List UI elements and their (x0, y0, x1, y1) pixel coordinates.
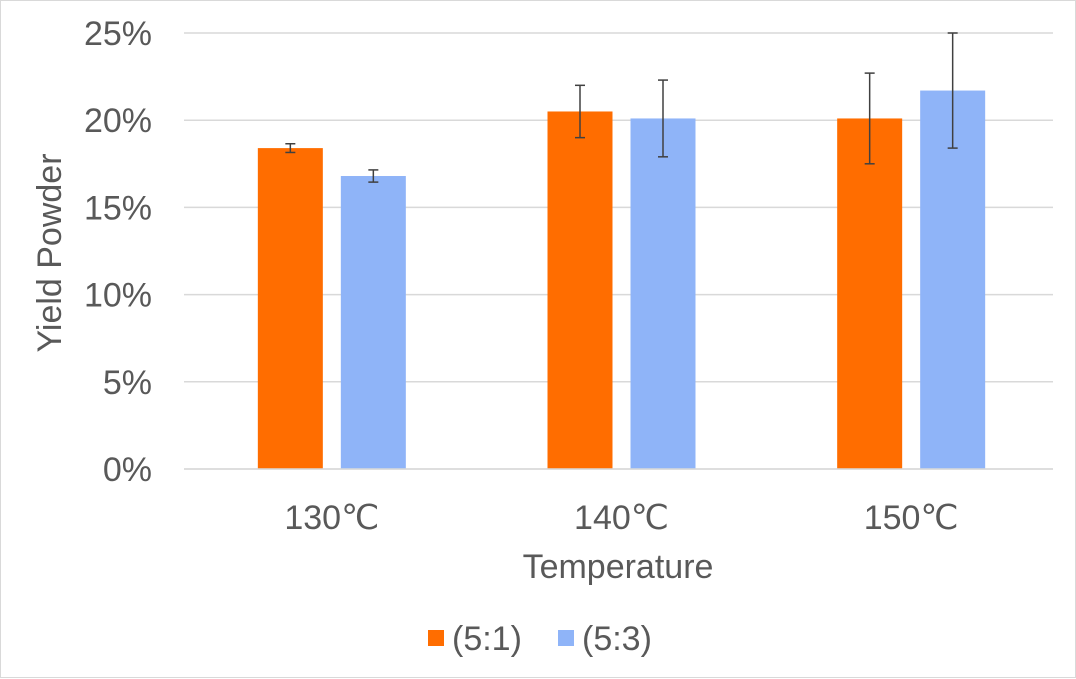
error-bar-series-2-0 (368, 169, 379, 183)
x-axis-title: Temperature (523, 548, 714, 586)
legend-swatch-series-2 (558, 630, 574, 646)
bar-series-1-0 (257, 148, 323, 469)
y-axis-title: Yield Powder (31, 153, 69, 352)
legend-swatch-series-1 (428, 630, 444, 646)
y-tick-label: 20% (84, 102, 152, 140)
y-tick-label: 10% (84, 277, 152, 315)
y-tick-label: 15% (84, 189, 152, 227)
bar-series-1-2 (837, 118, 903, 470)
x-axis-ticks: 130℃ 140℃ 150℃ (284, 499, 958, 537)
bar-series-1-1 (547, 111, 613, 469)
bar-series-2-2 (920, 90, 986, 469)
x-tick-label: 150℃ (864, 499, 959, 537)
y-tick-label: 25% (84, 15, 152, 53)
bar-series-2-1 (630, 118, 696, 470)
error-bar-series-1-0 (285, 142, 296, 154)
y-tick-label: 0% (103, 451, 152, 489)
error-bar-series-1-2 (864, 72, 875, 165)
bar-series-2-0 (340, 176, 406, 469)
error-bars (285, 32, 958, 183)
bars (184, 90, 1053, 470)
error-bar-series-2-2 (947, 32, 958, 149)
x-tick-label: 130℃ (284, 499, 379, 537)
x-tick-label: 140℃ (574, 499, 669, 537)
error-bar-series-1-1 (575, 84, 585, 139)
legend: (5:1) (5:3) (428, 620, 652, 658)
legend-label-series-1: (5:1) (452, 620, 522, 658)
legend-label-series-2: (5:3) (582, 620, 652, 658)
y-tick-label: 5% (103, 364, 152, 402)
error-bar-series-2-1 (658, 79, 668, 158)
y-axis-ticks: 0% 5% 10% 15% 20% 25% (84, 15, 152, 489)
